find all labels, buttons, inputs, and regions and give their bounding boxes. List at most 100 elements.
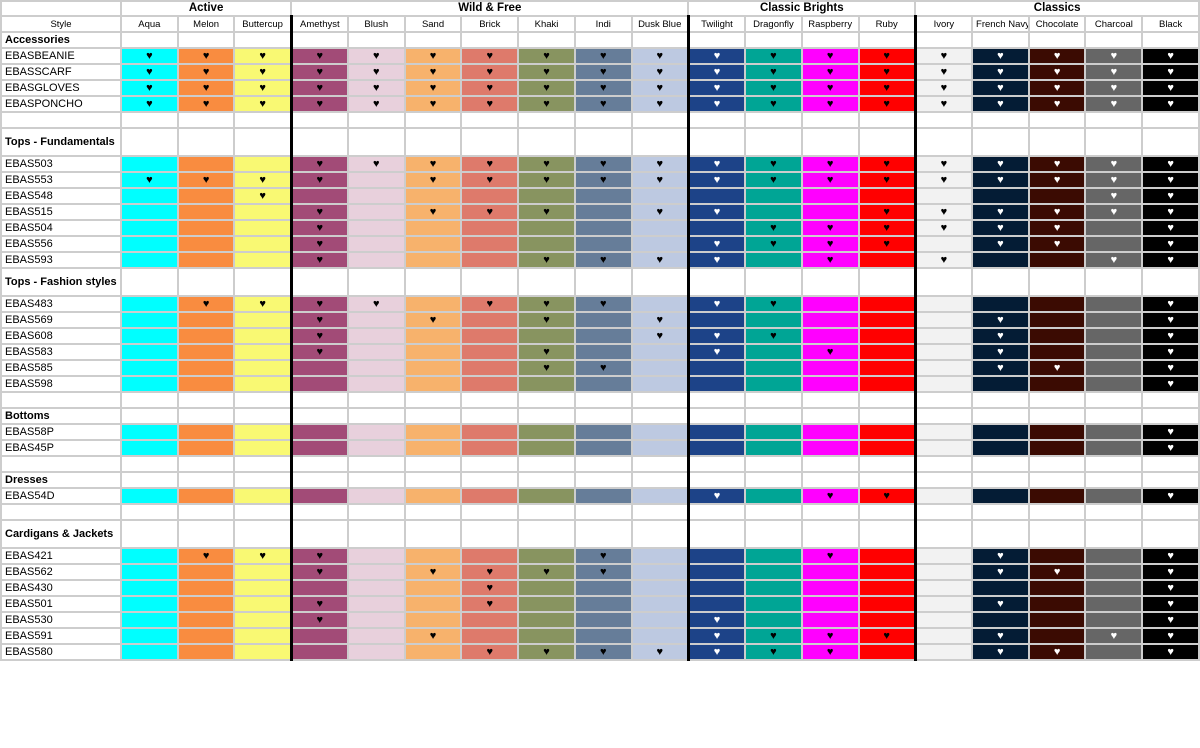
cell-charcoal[interactable] xyxy=(1084,375,1144,393)
cell-ruby[interactable]: ♥ xyxy=(857,63,917,81)
cell-aqua[interactable] xyxy=(120,235,179,253)
cell-french-navy[interactable]: ♥ xyxy=(971,563,1030,581)
cell-twilight[interactable] xyxy=(686,111,747,129)
cell-twilight[interactable]: ♥ xyxy=(686,643,747,661)
cell-dusk-blue[interactable] xyxy=(630,487,690,505)
cell-chocolate[interactable] xyxy=(1027,31,1087,49)
cell-raspberry[interactable] xyxy=(800,295,860,313)
cell-raspberry[interactable] xyxy=(800,375,860,393)
cell-ruby[interactable] xyxy=(857,439,917,457)
cell-dragonfly[interactable] xyxy=(744,471,803,489)
cell-french-navy[interactable] xyxy=(971,267,1030,297)
cell-charcoal[interactable] xyxy=(1084,579,1144,597)
cell-buttercup[interactable] xyxy=(233,311,293,329)
cell-brick[interactable] xyxy=(460,187,520,205)
cell-raspberry[interactable]: ♥ xyxy=(800,627,860,645)
cell-melon[interactable]: ♥ xyxy=(176,79,236,97)
cell-blush[interactable] xyxy=(346,547,406,565)
cell-ivory[interactable]: ♥ xyxy=(913,219,974,237)
cell-amethyst[interactable]: ♥ xyxy=(289,79,349,97)
cell-twilight[interactable] xyxy=(686,187,747,205)
cell-charcoal[interactable] xyxy=(1084,327,1144,345)
cell-indi[interactable] xyxy=(573,423,633,441)
cell-aqua[interactable] xyxy=(120,375,179,393)
cell-french-navy[interactable]: ♥ xyxy=(971,203,1030,221)
cell-amethyst[interactable]: ♥ xyxy=(289,595,349,613)
cell-french-navy[interactable]: ♥ xyxy=(971,171,1030,189)
cell-buttercup[interactable] xyxy=(233,439,293,457)
cell-melon[interactable] xyxy=(176,327,236,345)
cell-sand[interactable] xyxy=(403,547,463,565)
cell-ruby[interactable] xyxy=(857,359,917,377)
cell-ivory[interactable]: ♥ xyxy=(913,47,974,65)
cell-aqua[interactable] xyxy=(120,251,179,269)
cell-dragonfly[interactable] xyxy=(744,455,803,473)
cell-indi[interactable] xyxy=(573,503,633,521)
cell-french-navy[interactable]: ♥ xyxy=(971,63,1030,81)
cell-indi[interactable]: ♥ xyxy=(573,547,633,565)
cell-buttercup[interactable]: ♥ xyxy=(233,95,293,113)
cell-blush[interactable] xyxy=(346,439,406,457)
cell-melon[interactable] xyxy=(176,579,236,597)
cell-blush[interactable] xyxy=(346,595,406,613)
cell-raspberry[interactable] xyxy=(800,595,860,613)
cell-blush[interactable] xyxy=(346,423,406,441)
cell-buttercup[interactable] xyxy=(233,579,293,597)
cell-amethyst[interactable] xyxy=(289,487,349,505)
cell-ivory[interactable] xyxy=(913,407,974,425)
cell-melon[interactable] xyxy=(176,471,236,489)
style-code-cell[interactable]: EBASGLOVES xyxy=(0,79,122,97)
cell-dusk-blue[interactable]: ♥ xyxy=(630,327,690,345)
cell-chocolate[interactable] xyxy=(1027,327,1087,345)
cell-french-navy[interactable]: ♥ xyxy=(971,47,1030,65)
cell-black[interactable]: ♥ xyxy=(1141,187,1200,205)
cell-aqua[interactable] xyxy=(120,343,179,361)
cell-aqua[interactable] xyxy=(120,203,179,221)
cell-ruby[interactable] xyxy=(857,267,917,297)
cell-ruby[interactable]: ♥ xyxy=(857,627,917,645)
cell-charcoal[interactable] xyxy=(1084,311,1144,329)
cell-buttercup[interactable] xyxy=(233,407,293,425)
cell-khaki[interactable]: ♥ xyxy=(517,343,576,361)
cell-french-navy[interactable] xyxy=(971,487,1030,505)
cell-blush[interactable] xyxy=(346,563,406,581)
cell-khaki[interactable] xyxy=(517,391,576,409)
cell-indi[interactable] xyxy=(573,595,633,613)
cell-khaki[interactable] xyxy=(517,423,576,441)
cell-dragonfly[interactable] xyxy=(744,187,803,205)
cell-twilight[interactable]: ♥ xyxy=(686,295,747,313)
cell-raspberry[interactable] xyxy=(800,579,860,597)
cell-melon[interactable] xyxy=(176,391,236,409)
cell-chocolate[interactable] xyxy=(1027,627,1087,645)
cell-dusk-blue[interactable] xyxy=(630,391,690,409)
cell-twilight[interactable] xyxy=(686,391,747,409)
cell-brick[interactable] xyxy=(460,423,520,441)
cell-aqua[interactable] xyxy=(120,155,179,173)
cell-twilight[interactable]: ♥ xyxy=(686,203,747,221)
cell-amethyst[interactable]: ♥ xyxy=(289,47,349,65)
cell-indi[interactable] xyxy=(573,579,633,597)
cell-sand[interactable]: ♥ xyxy=(403,311,463,329)
cell-sand[interactable] xyxy=(403,487,463,505)
cell-aqua[interactable] xyxy=(120,611,179,629)
cell-dragonfly[interactable] xyxy=(744,423,803,441)
cell-buttercup[interactable] xyxy=(233,643,293,661)
style-code-cell[interactable]: EBAS593 xyxy=(0,251,122,269)
cell-french-navy[interactable] xyxy=(971,375,1030,393)
cell-dusk-blue[interactable] xyxy=(630,375,690,393)
cell-twilight[interactable] xyxy=(686,579,747,597)
cell-dusk-blue[interactable] xyxy=(630,359,690,377)
cell-black[interactable]: ♥ xyxy=(1141,547,1200,565)
cell-khaki[interactable] xyxy=(517,375,576,393)
cell-buttercup[interactable] xyxy=(233,471,293,489)
cell-indi[interactable] xyxy=(573,343,633,361)
cell-chocolate[interactable] xyxy=(1027,503,1087,521)
cell-raspberry[interactable] xyxy=(800,563,860,581)
cell-amethyst[interactable]: ♥ xyxy=(289,155,349,173)
cell-khaki[interactable] xyxy=(517,187,576,205)
cell-french-navy[interactable] xyxy=(971,439,1030,457)
cell-buttercup[interactable]: ♥ xyxy=(233,63,293,81)
cell-french-navy[interactable] xyxy=(971,391,1030,409)
cell-twilight[interactable] xyxy=(686,375,747,393)
cell-khaki[interactable]: ♥ xyxy=(517,63,576,81)
